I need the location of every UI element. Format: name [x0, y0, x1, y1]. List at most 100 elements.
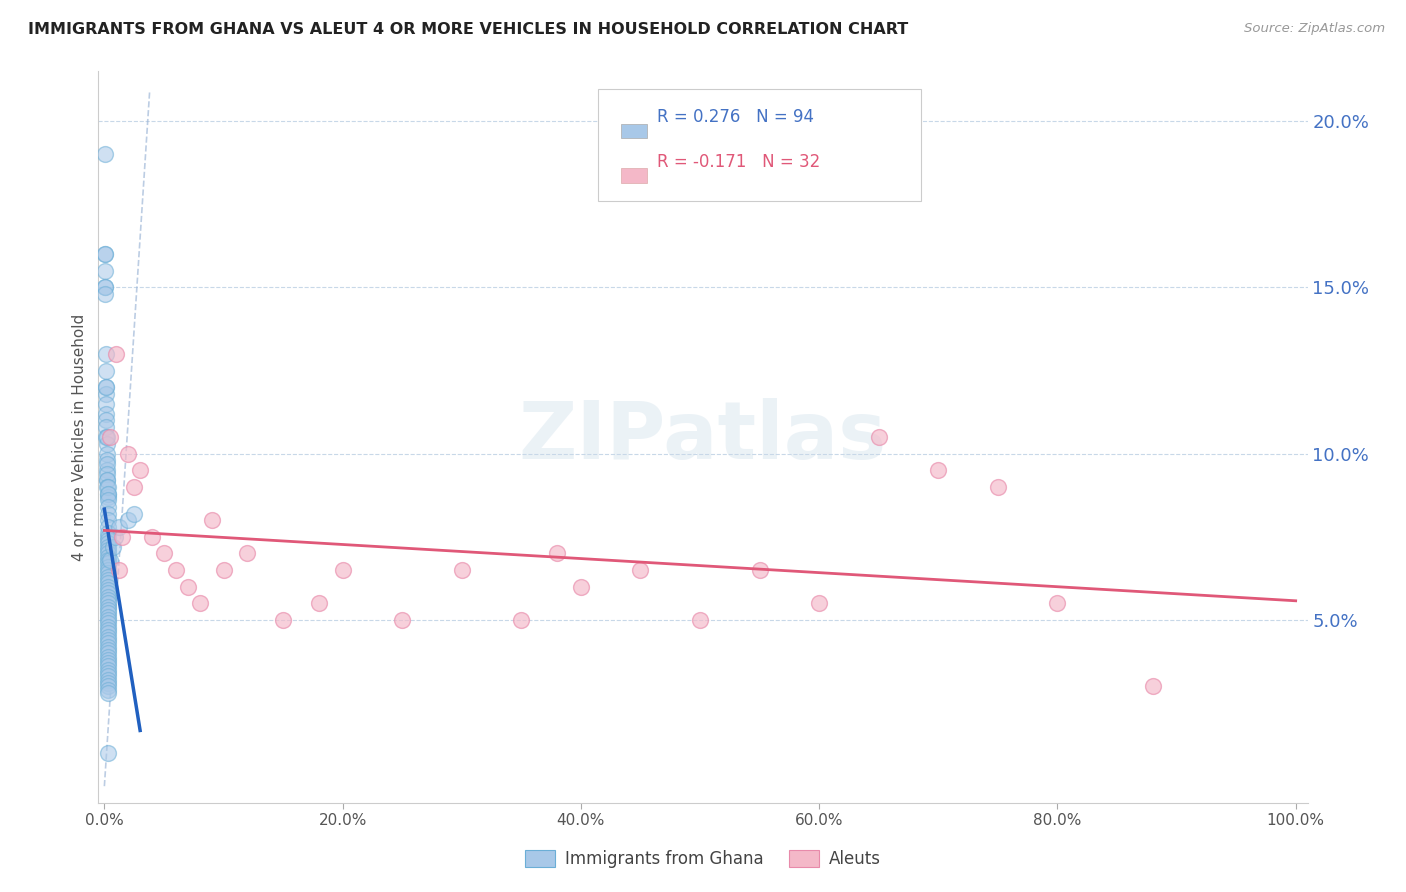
Text: Source: ZipAtlas.com: Source: ZipAtlas.com: [1244, 22, 1385, 36]
Point: [97, 549, 120, 564]
Point: [97, 643, 120, 657]
Point: [271, 613, 294, 627]
Point: [117, 513, 139, 527]
Point: [97, 649, 120, 664]
Text: ZIPatlas: ZIPatlas: [519, 398, 887, 476]
Point: [97, 580, 120, 594]
Point: [153, 546, 176, 560]
Text: R = -0.171   N = 32: R = -0.171 N = 32: [657, 153, 820, 170]
Point: [97, 630, 120, 644]
Point: [141, 530, 163, 544]
Point: [212, 563, 235, 577]
Point: [97, 543, 120, 558]
Point: [97, 526, 120, 541]
Point: [94, 363, 117, 377]
Point: [94, 287, 117, 301]
Point: [97, 500, 120, 514]
Point: [122, 480, 145, 494]
Point: [97, 686, 120, 700]
Point: [97, 493, 120, 508]
Point: [308, 596, 330, 610]
Point: [1046, 596, 1069, 610]
Point: [97, 680, 120, 694]
Point: [97, 530, 120, 544]
Point: [97, 676, 120, 690]
Point: [97, 656, 120, 670]
Point: [927, 463, 949, 477]
Point: [97, 669, 120, 683]
Point: [97, 663, 120, 677]
Point: [97, 609, 120, 624]
Point: [96, 463, 118, 477]
Point: [97, 673, 120, 687]
Point: [332, 563, 354, 577]
Point: [97, 559, 120, 574]
Point: [97, 616, 120, 631]
Point: [107, 520, 129, 534]
Point: [94, 387, 117, 401]
Point: [111, 530, 134, 544]
Point: [101, 540, 124, 554]
Point: [97, 646, 120, 660]
Point: [748, 563, 770, 577]
Point: [689, 613, 711, 627]
Point: [97, 563, 120, 577]
Point: [97, 623, 120, 637]
Point: [122, 507, 145, 521]
Point: [97, 619, 120, 633]
Point: [107, 563, 129, 577]
Point: [96, 413, 118, 427]
Point: [97, 507, 120, 521]
Point: [97, 540, 120, 554]
Point: [630, 563, 652, 577]
Point: [808, 596, 831, 610]
Point: [97, 682, 120, 697]
Point: [97, 590, 120, 604]
Point: [96, 457, 118, 471]
Point: [96, 430, 118, 444]
Point: [97, 557, 120, 571]
Point: [97, 632, 120, 647]
Point: [546, 546, 568, 560]
Text: IMMIGRANTS FROM GHANA VS ALEUT 4 OR MORE VEHICLES IN HOUSEHOLD CORRELATION CHART: IMMIGRANTS FROM GHANA VS ALEUT 4 OR MORE…: [28, 22, 908, 37]
Point: [97, 566, 120, 581]
Point: [96, 436, 118, 450]
Text: R = 0.276   N = 94: R = 0.276 N = 94: [657, 108, 814, 126]
Point: [97, 573, 120, 587]
Point: [97, 586, 120, 600]
Point: [97, 603, 120, 617]
Point: [165, 563, 187, 577]
Point: [97, 576, 120, 591]
Point: [97, 599, 120, 614]
Point: [94, 347, 117, 361]
Point: [569, 580, 592, 594]
Point: [987, 480, 1010, 494]
Point: [200, 513, 222, 527]
Point: [97, 480, 120, 494]
Point: [129, 463, 152, 477]
Point: [97, 636, 120, 650]
Point: [97, 546, 120, 560]
Point: [96, 467, 118, 481]
Point: [96, 420, 118, 434]
Point: [94, 380, 117, 394]
Point: [177, 580, 200, 594]
Point: [97, 659, 120, 673]
Point: [97, 513, 120, 527]
Point: [450, 563, 472, 577]
Point: [96, 473, 118, 487]
Point: [188, 596, 211, 610]
Point: [97, 607, 120, 621]
Point: [94, 280, 117, 294]
Point: [97, 626, 120, 640]
Point: [94, 380, 117, 394]
Point: [97, 582, 120, 597]
Point: [104, 530, 127, 544]
Point: [97, 490, 120, 504]
Point: [94, 397, 117, 411]
Point: [391, 613, 413, 627]
Point: [97, 653, 120, 667]
Point: [97, 486, 120, 500]
Point: [97, 570, 120, 584]
Point: [94, 247, 117, 261]
